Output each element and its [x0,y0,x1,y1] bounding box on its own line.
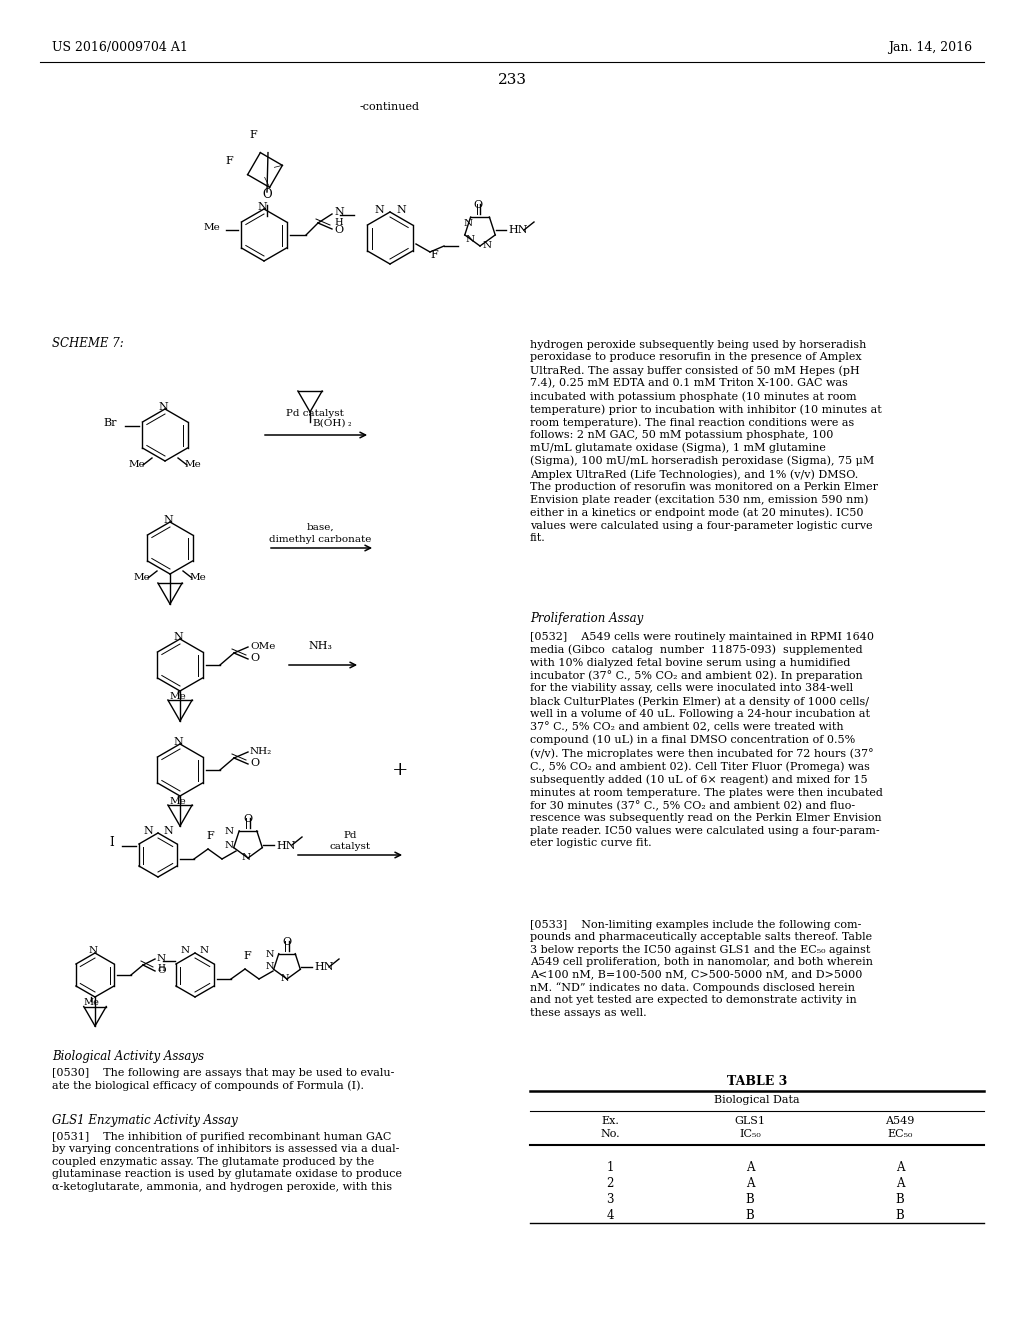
Text: N: N [181,946,190,954]
Text: N: N [163,826,173,836]
Text: N: N [173,737,183,747]
Text: 3: 3 [606,1193,613,1206]
Text: SCHEME 7:: SCHEME 7: [52,337,124,350]
Text: N: N [483,242,493,249]
Text: Ex.: Ex. [601,1115,618,1126]
Text: [0530]    The following are assays that may be used to evalu-
ate the biological: [0530] The following are assays that may… [52,1068,394,1092]
Text: [0533]    Non-limiting examples include the following com-
pounds and pharmaceut: [0533] Non-limiting examples include the… [530,920,873,1018]
Text: Me: Me [133,573,151,582]
Text: F: F [249,129,257,140]
Text: Pd: Pd [343,832,356,840]
Text: HN: HN [508,224,527,235]
Text: F: F [430,249,438,260]
Text: N: N [464,219,473,228]
Text: N: N [257,202,267,213]
Text: H: H [157,964,165,973]
Text: Me: Me [129,459,145,469]
Text: B: B [896,1193,904,1206]
Text: US 2016/0009704 A1: US 2016/0009704 A1 [52,41,187,54]
Text: HN: HN [314,962,334,972]
Text: N: N [163,515,173,525]
Text: Pd catalyst: Pd catalyst [286,409,344,418]
Text: B(OH): B(OH) [312,418,345,428]
Text: 233: 233 [498,73,526,87]
Text: N: N [396,205,406,215]
Text: O: O [250,653,259,663]
Text: Me: Me [170,692,186,701]
Text: Biological Activity Assays: Biological Activity Assays [52,1049,204,1063]
Text: Br: Br [103,418,117,428]
Text: N: N [334,207,344,216]
Text: N: N [200,946,209,954]
Text: B: B [896,1209,904,1222]
Text: IC₅₀: IC₅₀ [739,1129,761,1139]
Text: dimethyl carbonate: dimethyl carbonate [269,535,371,544]
Text: N: N [173,632,183,642]
Text: H: H [334,218,343,227]
Text: N: N [281,974,289,983]
Text: N: N [265,962,274,972]
Text: B: B [745,1209,755,1222]
Text: Jan. 14, 2016: Jan. 14, 2016 [888,41,972,54]
Text: O: O [334,224,343,235]
Text: GLS1 Enzymatic Activity Assay: GLS1 Enzymatic Activity Assay [52,1114,238,1127]
Text: TABLE 3: TABLE 3 [727,1074,787,1088]
Text: OMe: OMe [250,642,275,651]
Text: B: B [745,1193,755,1206]
Text: O: O [250,758,259,768]
Text: NH₂: NH₂ [250,747,272,756]
Text: N: N [265,950,274,960]
Text: N: N [225,828,234,836]
Text: N: N [143,826,153,836]
Text: N: N [374,205,384,215]
Text: Me: Me [189,573,207,582]
Text: hydrogen peroxide subsequently being used by horseradish
peroxidase to produce r: hydrogen peroxide subsequently being use… [530,341,882,543]
Text: N: N [158,403,168,412]
Text: NH₃: NH₃ [308,642,332,651]
Text: O: O [473,201,482,210]
Text: F: F [243,950,251,961]
Text: Biological Data: Biological Data [714,1096,800,1105]
Text: Me: Me [170,797,186,807]
Text: A: A [745,1162,755,1173]
Text: O: O [262,187,271,201]
Text: base,: base, [306,523,334,532]
Text: [0532]    A549 cells were routinely maintained in RPMI 1640
media (Gibco  catalo: [0532] A549 cells were routinely maintai… [530,632,883,847]
Text: GLS1: GLS1 [734,1115,766,1126]
Text: No.: No. [600,1129,620,1139]
Text: F: F [206,832,214,841]
Text: O: O [157,966,166,975]
Text: 2: 2 [606,1177,613,1191]
Text: N: N [157,954,166,964]
Text: [0531]    The inhibition of purified recombinant human GAC
by varying concentrat: [0531] The inhibition of purified recomb… [52,1133,402,1192]
Text: Me: Me [83,998,99,1007]
Text: -continued: -continued [360,102,420,112]
Text: +: + [392,762,409,779]
Text: O: O [283,937,292,946]
Text: HN: HN [276,841,296,851]
Text: A: A [745,1177,755,1191]
Text: EC₅₀: EC₅₀ [888,1129,912,1139]
Text: I: I [110,836,114,849]
Text: Me: Me [203,223,220,232]
Text: Me: Me [184,459,202,469]
Text: A: A [896,1162,904,1173]
Text: A549: A549 [886,1115,914,1126]
Text: A: A [896,1177,904,1191]
Text: O: O [244,814,253,824]
Text: F: F [225,156,233,166]
Text: N: N [466,235,475,244]
Text: N: N [242,853,251,862]
Text: catalyst: catalyst [330,842,371,851]
Text: 1: 1 [606,1162,613,1173]
Text: 4: 4 [606,1209,613,1222]
Text: N: N [88,946,97,954]
Text: ₂: ₂ [348,418,351,428]
Text: N: N [225,841,234,850]
Text: Proliferation Assay: Proliferation Assay [530,612,643,624]
